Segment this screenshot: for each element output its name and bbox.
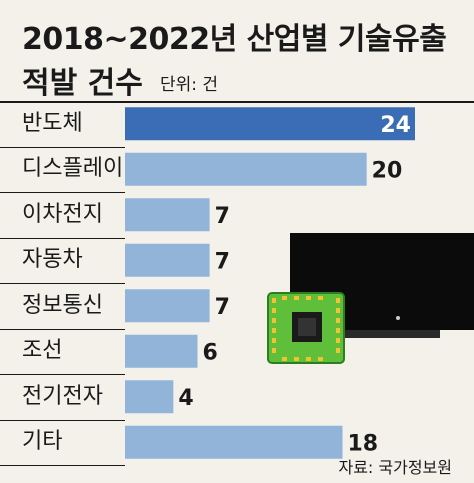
- title-divider: [0, 101, 474, 103]
- bar-5: [125, 289, 210, 323]
- monitor-stand: [330, 330, 440, 338]
- category-label-2: 디스플레이: [22, 156, 124, 182]
- bar-7: [125, 380, 174, 414]
- row-separator: [0, 328, 125, 330]
- category-label-1: 반도체: [22, 110, 83, 136]
- row-separator: [0, 146, 125, 148]
- bar-4: [125, 243, 210, 277]
- circuit-board-illustration: [267, 292, 345, 364]
- category-label-6: 조선: [22, 338, 63, 364]
- bar-6: [125, 334, 198, 368]
- row-separator: [0, 192, 125, 193]
- category-label-7: 전기전자: [22, 383, 103, 409]
- category-label-3: 이차전지: [22, 201, 103, 227]
- bar-2: [125, 152, 367, 186]
- row-separator: [0, 237, 125, 239]
- value-label-2: 20: [372, 158, 403, 183]
- row-separator: [0, 419, 125, 421]
- value-label-7: 4: [178, 386, 193, 411]
- bar-1: [125, 107, 415, 141]
- monitor-power-dot: [396, 316, 400, 320]
- unit-label: 단위: 건: [160, 75, 219, 95]
- row-separator: [0, 283, 125, 284]
- value-label-4: 7: [215, 249, 230, 274]
- pcb-pins: [272, 296, 340, 361]
- value-label-8: 18: [348, 431, 379, 456]
- row-separator: [0, 374, 125, 375]
- chart-title-line2: 적발 건수: [22, 66, 143, 101]
- source-note: 자료: 국가정보원: [338, 458, 452, 477]
- category-label-5: 정보통신: [22, 292, 103, 318]
- bar-8: [125, 425, 343, 459]
- category-label-8: 기타: [22, 429, 63, 455]
- value-label-3: 7: [215, 204, 230, 229]
- category-label-4: 자동차: [22, 247, 83, 273]
- value-label-6: 6: [203, 340, 218, 365]
- value-label-1: 24: [380, 113, 411, 138]
- row-separator: [0, 465, 125, 466]
- chart-title: 2018~2022년 산업별 기술유출: [22, 22, 447, 57]
- value-label-5: 7: [215, 295, 230, 320]
- bar-3: [125, 198, 210, 232]
